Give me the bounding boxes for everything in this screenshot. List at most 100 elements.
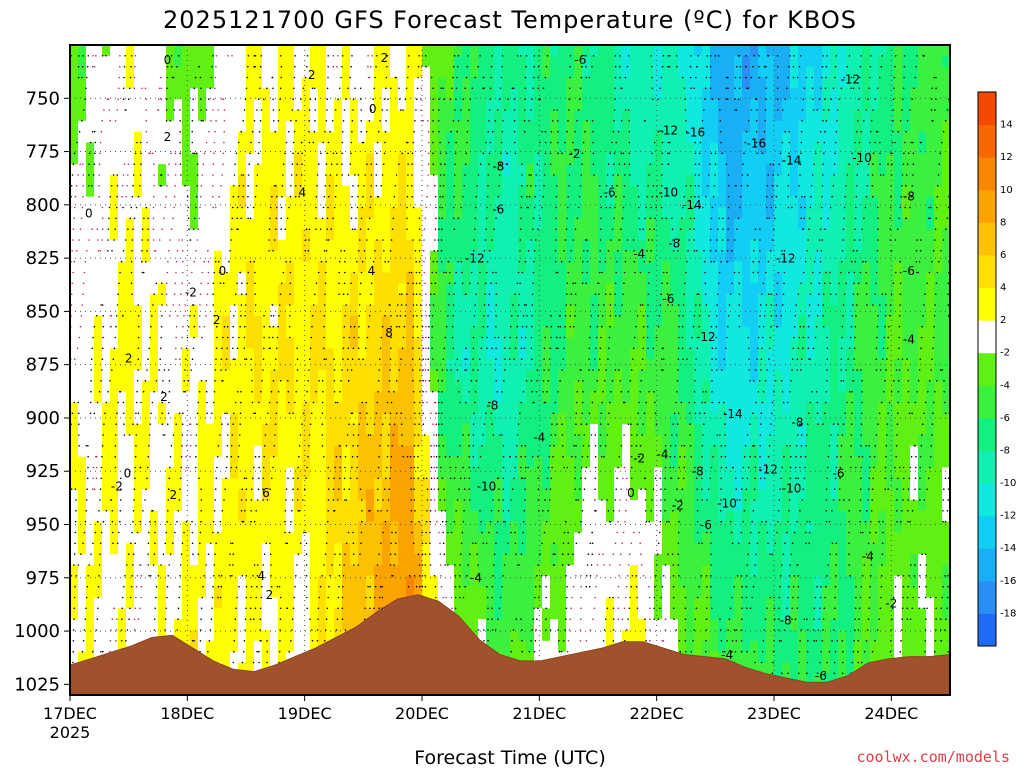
field-cell [638, 424, 647, 436]
field-cell [654, 521, 663, 534]
field-cell [478, 510, 487, 523]
field-cell [230, 435, 239, 447]
field-cell [406, 532, 415, 544]
field-cell [142, 77, 151, 89]
field-cell [558, 88, 567, 100]
field-cell [726, 315, 735, 328]
field-cell [598, 185, 607, 198]
field-cell [110, 424, 119, 436]
field-cell [230, 651, 239, 664]
field-cell [710, 66, 719, 79]
field-cell [270, 153, 279, 165]
field-cell [446, 348, 455, 360]
field-cell [702, 164, 711, 176]
field-cell [366, 99, 375, 111]
field-cell [638, 370, 647, 382]
field-cell [510, 261, 519, 274]
field-cell [190, 315, 199, 328]
field-cell [206, 337, 215, 349]
field-cell [230, 478, 239, 490]
field-cell [318, 207, 327, 219]
field-cell [142, 370, 151, 382]
field-cell [526, 413, 535, 425]
field-cell [134, 294, 143, 306]
field-cell [646, 532, 655, 544]
field-cell [366, 500, 375, 512]
field-cell [158, 131, 167, 144]
field-cell [182, 456, 191, 469]
field-cell [70, 521, 79, 534]
field-cell [278, 294, 287, 306]
field-cell [198, 55, 207, 68]
field-cell [486, 77, 495, 89]
field-cell [294, 359, 303, 371]
field-cell [710, 283, 719, 295]
field-cell [534, 261, 543, 274]
field-cell [238, 608, 247, 620]
field-cell [582, 196, 591, 209]
field-cell [302, 337, 311, 349]
field-cell [646, 153, 655, 165]
field-cell [358, 218, 367, 230]
field-cell [390, 55, 399, 68]
field-cell [222, 413, 231, 425]
field-cell [94, 619, 103, 631]
field-cell [102, 402, 111, 414]
field-cell [326, 272, 335, 284]
field-cell [238, 77, 247, 89]
field-cell [686, 575, 695, 588]
field-cell [534, 597, 543, 609]
field-cell [78, 359, 87, 371]
field-cell [614, 597, 623, 609]
field-cell [550, 229, 559, 241]
field-cell [422, 305, 431, 317]
field-cell [158, 272, 167, 284]
field-cell [374, 586, 383, 599]
field-cell [134, 565, 143, 577]
field-cell [166, 315, 175, 328]
field-cell [454, 153, 463, 165]
field-cell [398, 402, 407, 414]
field-cell [558, 337, 567, 349]
field-cell [606, 554, 615, 566]
field-cell [462, 402, 471, 414]
field-cell [678, 153, 687, 165]
field-cell [422, 575, 431, 588]
field-cell [286, 45, 295, 57]
field-cell [694, 99, 703, 111]
field-cell [662, 619, 671, 631]
field-cell [550, 99, 559, 111]
field-cell [70, 424, 79, 436]
field-cell [446, 272, 455, 284]
field-cell [702, 543, 711, 555]
field-cell [174, 99, 183, 111]
field-cell [470, 597, 479, 609]
field-cell [374, 250, 383, 263]
field-cell [70, 370, 79, 382]
field-cell [86, 153, 95, 165]
field-cell [462, 413, 471, 425]
field-cell [646, 543, 655, 555]
field-cell [438, 565, 447, 577]
field-cell [542, 120, 551, 133]
field-cell [110, 175, 119, 187]
field-cell [406, 66, 415, 79]
field-cell [214, 478, 223, 490]
field-cell [438, 500, 447, 512]
field-cell [222, 88, 231, 100]
field-cell [222, 424, 231, 436]
field-cell [238, 218, 247, 230]
field-cell [294, 218, 303, 230]
field-cell [134, 207, 143, 219]
field-cell [342, 175, 351, 187]
field-cell [182, 478, 191, 490]
field-cell [334, 521, 343, 534]
field-cell [558, 424, 567, 436]
field-cell [590, 575, 599, 588]
field-cell [198, 630, 207, 642]
field-cell [222, 55, 231, 68]
field-cell [534, 543, 543, 555]
field-cell [422, 250, 431, 263]
field-cell [270, 597, 279, 609]
field-cell [558, 467, 567, 479]
